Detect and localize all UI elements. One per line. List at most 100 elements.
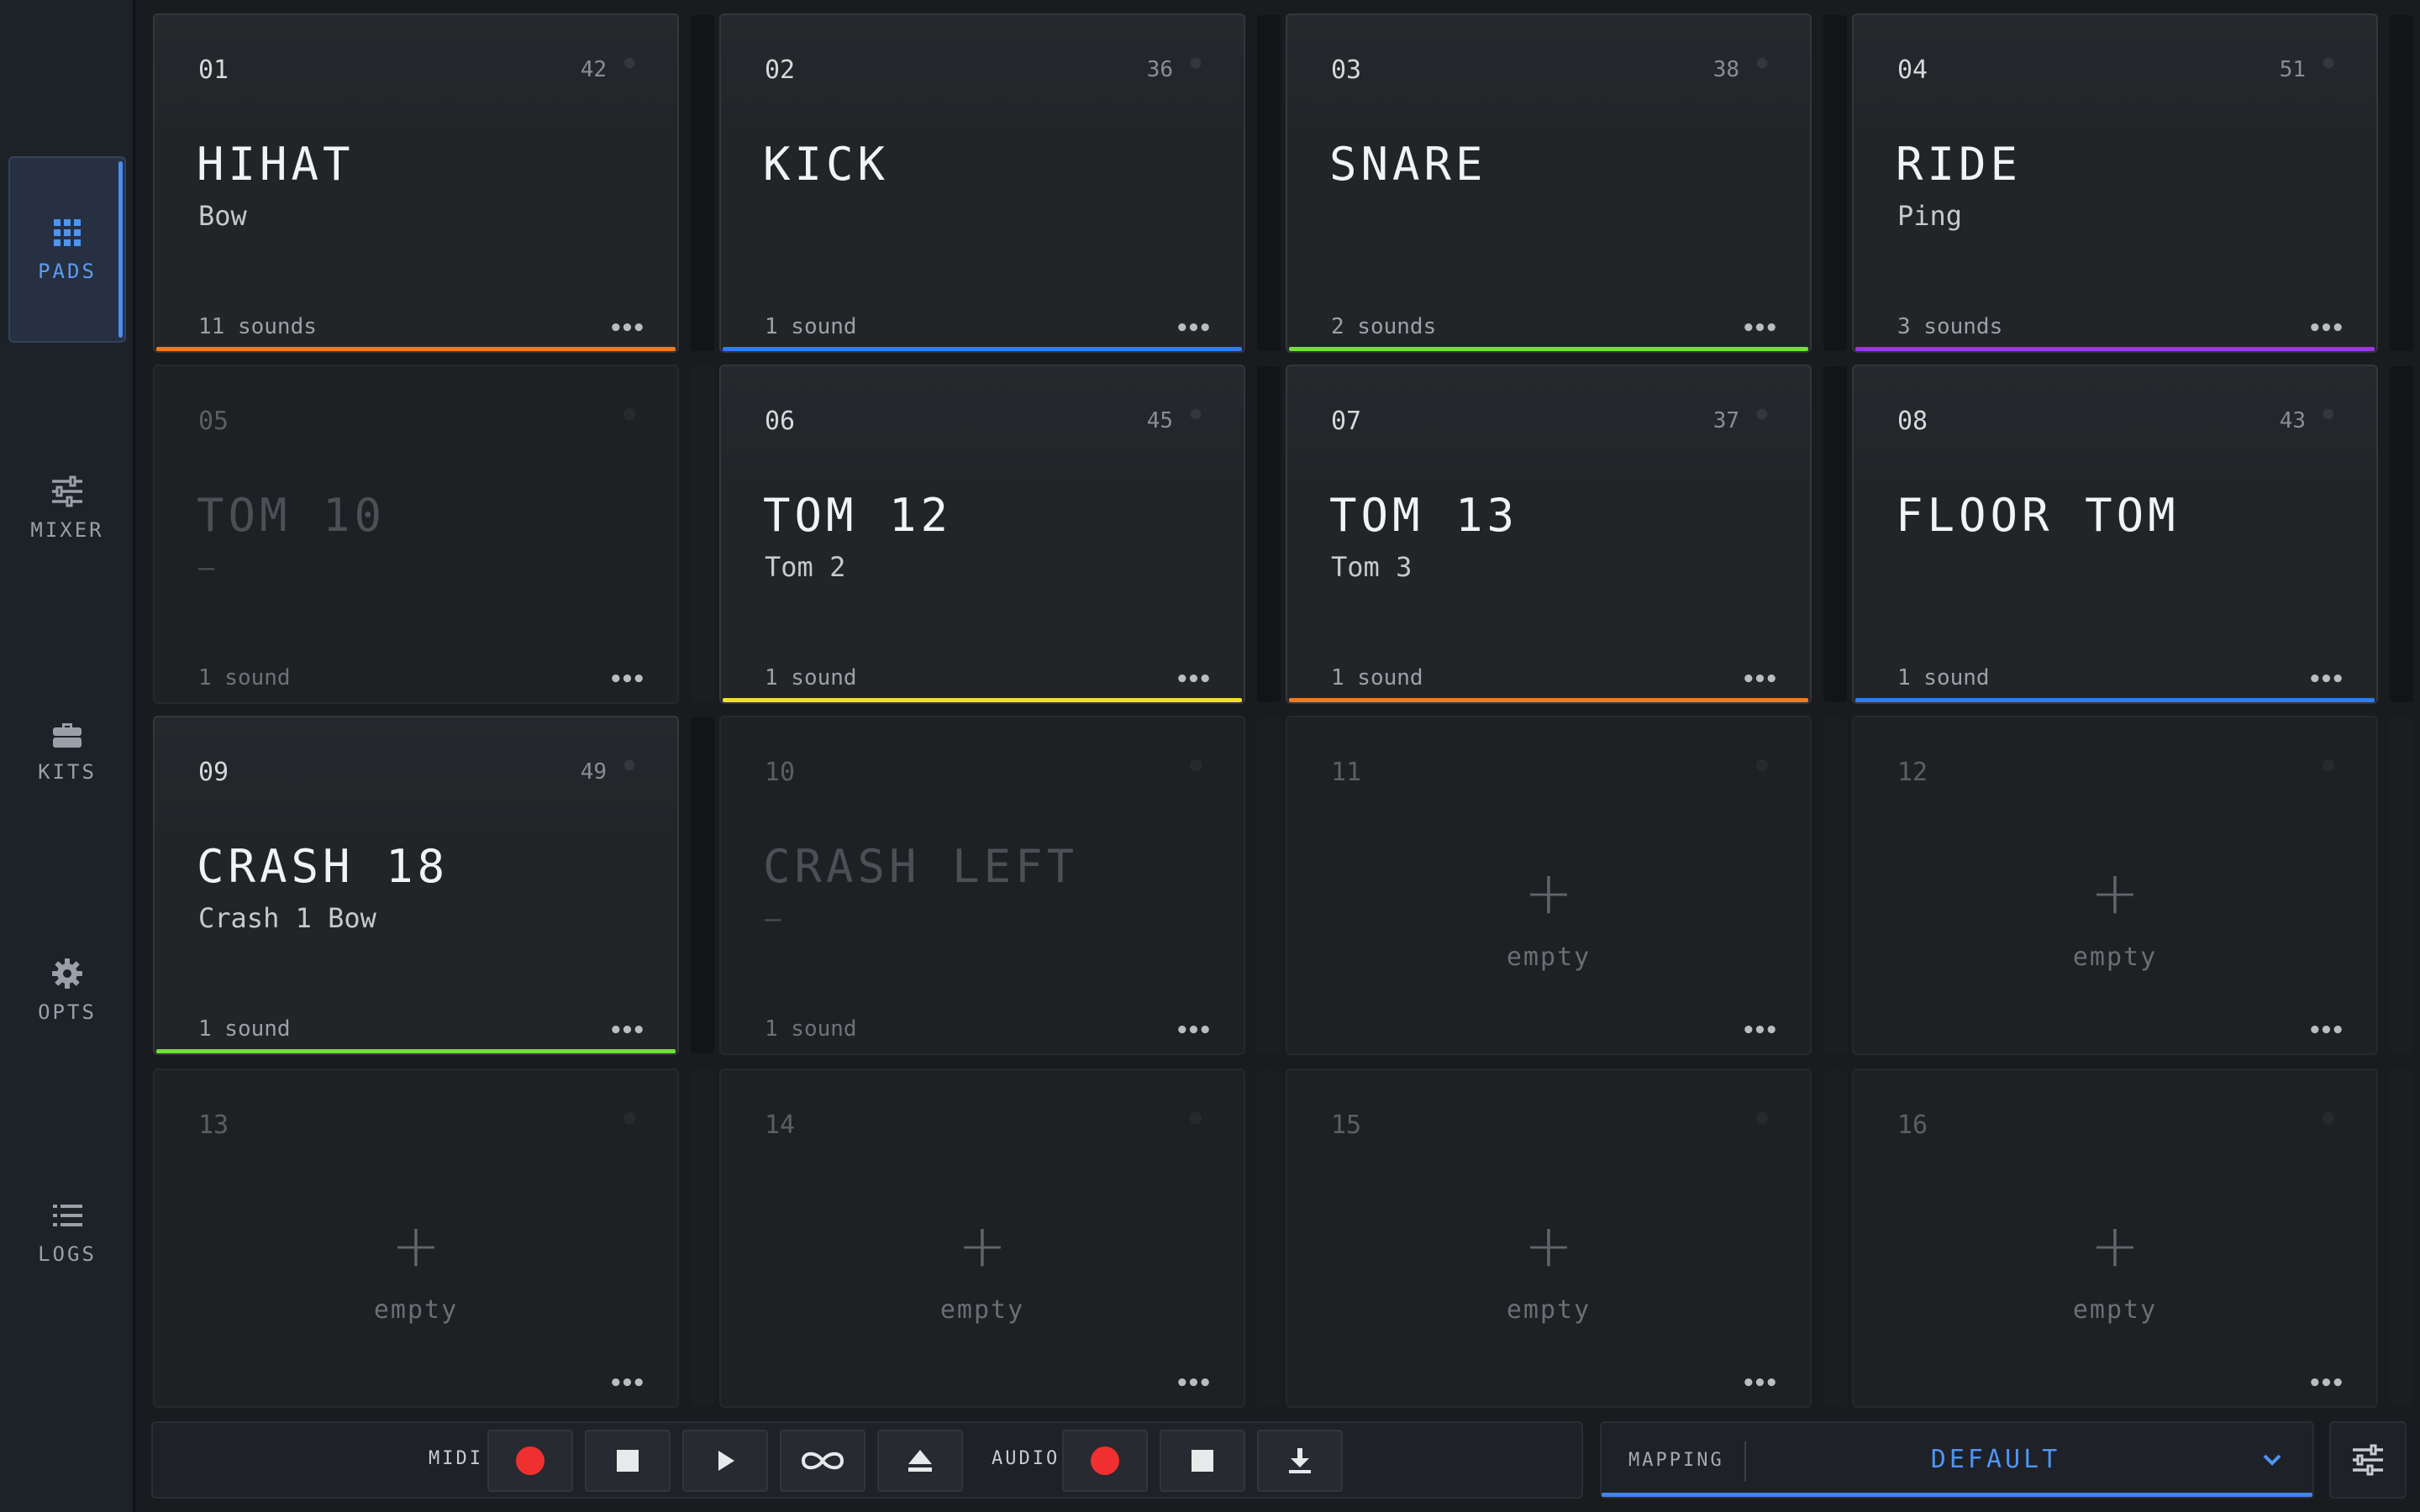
pad-09[interactable]: 09 49 CRASH 18 Crash 1 Bow 1 sound ••• — [153, 716, 679, 1055]
pad-number: 09 — [198, 758, 229, 787]
pad-level-strip — [1823, 15, 1847, 351]
audio-download-button[interactable] — [1257, 1430, 1343, 1492]
pad-color-bar — [156, 347, 676, 351]
pad-number: 07 — [1331, 407, 1362, 436]
pad-level-strip — [1823, 1070, 1847, 1406]
pad-empty-label: empty — [1506, 942, 1591, 972]
pad-more-button[interactable]: ••• — [2308, 1371, 2344, 1396]
pad-05[interactable]: 05 TOM 10 – 1 sound ••• — [153, 365, 679, 704]
pad-note-number: 37 — [1712, 408, 1739, 433]
audio-record-button[interactable] — [1062, 1430, 1148, 1492]
mapping-underline — [1602, 1493, 2312, 1497]
pad-note-number: 43 — [2279, 408, 2306, 433]
pad-level-strip — [1257, 717, 1281, 1053]
gear-icon — [52, 958, 82, 989]
pad-02[interactable]: 02 36 KICK 1 sound ••• — [719, 13, 1245, 353]
pad-more-button[interactable]: ••• — [609, 1371, 645, 1396]
pad-10[interactable]: 10 CRASH LEFT – 1 sound ••• — [719, 716, 1245, 1055]
pad-more-button[interactable]: ••• — [1742, 1018, 1778, 1043]
pad-15[interactable]: 15 + empty ••• — [1286, 1068, 1812, 1408]
pad-more-button[interactable]: ••• — [2308, 667, 2344, 692]
add-sound-icon: + — [2090, 1211, 2140, 1280]
pad-number: 12 — [1897, 758, 1928, 787]
pad-activity-led — [2323, 1112, 2334, 1124]
stop-icon — [1192, 1450, 1213, 1472]
pad-level-strip — [1257, 15, 1281, 351]
nav-mixer[interactable]: MIXER — [8, 415, 126, 601]
nav-pads[interactable]: PADS — [8, 156, 126, 343]
nav-opts-label: OPTS — [38, 1000, 97, 1024]
pad-more-button[interactable]: ••• — [1742, 316, 1778, 341]
pad-note-number: 42 — [580, 57, 607, 82]
pad-07[interactable]: 07 37 TOM 13 Tom 3 1 sound ••• — [1286, 365, 1812, 704]
settings-button[interactable] — [2329, 1421, 2407, 1499]
pad-more-button[interactable]: ••• — [609, 316, 645, 341]
audio-stop-button[interactable] — [1160, 1430, 1245, 1492]
pad-activity-led — [1190, 759, 1202, 771]
pad-11[interactable]: 11 + empty ••• — [1286, 716, 1812, 1055]
pad-activity-led — [2323, 759, 2334, 771]
pad-more-button[interactable]: ••• — [2308, 316, 2344, 341]
pad-16[interactable]: 16 + empty ••• — [1852, 1068, 2378, 1408]
pad-06[interactable]: 06 45 TOM 12 Tom 2 1 sound ••• — [719, 365, 1245, 704]
audio-label: AUDIO — [992, 1448, 1060, 1469]
pad-sound-count: 1 sound — [1331, 665, 1423, 690]
pad-level-strip — [1257, 366, 1281, 702]
nav-pads-label: PADS — [38, 260, 97, 283]
add-sound-icon: + — [1523, 1211, 1574, 1280]
pad-more-button[interactable]: ••• — [1176, 667, 1212, 692]
pad-14[interactable]: 14 + empty ••• — [719, 1068, 1245, 1408]
pad-name: CRASH LEFT — [763, 840, 1079, 893]
nav-logs[interactable]: LOGS — [8, 1139, 126, 1326]
mapping-select[interactable]: MAPPING DEFAULT — [1600, 1421, 2314, 1499]
midi-play-button[interactable] — [682, 1430, 768, 1492]
pad-name: FLOOR TOM — [1896, 489, 2180, 542]
pad-more-button[interactable]: ••• — [1742, 667, 1778, 692]
nav-kits[interactable]: KITS — [8, 657, 126, 843]
pad-empty-label: empty — [373, 1295, 459, 1325]
pad-name: SNARE — [1329, 138, 1487, 191]
pad-level-strip — [691, 717, 714, 1053]
pad-more-button[interactable]: ••• — [2308, 1018, 2344, 1043]
pad-number: 16 — [1897, 1110, 1928, 1140]
midi-stop-button[interactable] — [585, 1430, 671, 1492]
pad-sound-count: 1 sound — [198, 1016, 291, 1042]
sliders-icon — [52, 475, 82, 507]
pad-color-bar — [723, 698, 1242, 702]
pad-color-bar — [156, 1049, 676, 1053]
transport-bar: MIDI AUDIO — [151, 1421, 1583, 1499]
record-icon — [516, 1446, 544, 1475]
pad-note-number: 49 — [580, 759, 607, 785]
record-icon — [1091, 1446, 1119, 1475]
pad-more-button[interactable]: ••• — [609, 1018, 645, 1043]
pad-08[interactable]: 08 43 FLOOR TOM 1 sound ••• — [1852, 365, 2378, 704]
pad-13[interactable]: 13 + empty ••• — [153, 1068, 679, 1408]
pad-color-bar — [1289, 347, 1808, 351]
midi-eject-button[interactable] — [877, 1430, 963, 1492]
pad-name: HIHAT — [197, 138, 355, 191]
pad-note-number: 45 — [1146, 408, 1173, 433]
pad-sample-name: Tom 2 — [765, 551, 846, 583]
pad-more-button[interactable]: ••• — [609, 667, 645, 692]
pad-activity-led — [1756, 57, 1768, 69]
pad-empty-label: empty — [939, 1295, 1025, 1325]
pad-number: 13 — [198, 1110, 229, 1140]
pad-sound-count: 3 sounds — [1897, 314, 2003, 339]
pad-number: 05 — [198, 407, 229, 436]
pad-more-button[interactable]: ••• — [1176, 1371, 1212, 1396]
midi-loop-button[interactable] — [780, 1430, 865, 1492]
add-sound-icon: + — [957, 1211, 1007, 1280]
sidebar: PADS MIXER KITS — [0, 0, 136, 1512]
pad-sample-name: Ping — [1897, 200, 1963, 232]
pad-more-button[interactable]: ••• — [1176, 1018, 1212, 1043]
pad-12[interactable]: 12 + empty ••• — [1852, 716, 2378, 1055]
pad-01[interactable]: 01 42 HIHAT Bow 11 sounds ••• — [153, 13, 679, 353]
download-icon — [1289, 1448, 1311, 1473]
pad-color-bar — [1855, 347, 2375, 351]
pad-03[interactable]: 03 38 SNARE 2 sounds ••• — [1286, 13, 1812, 353]
midi-record-button[interactable] — [487, 1430, 573, 1492]
nav-opts[interactable]: OPTS — [8, 897, 126, 1084]
pad-more-button[interactable]: ••• — [1742, 1371, 1778, 1396]
pad-more-button[interactable]: ••• — [1176, 316, 1212, 341]
pad-04[interactable]: 04 51 RIDE Ping 3 sounds ••• — [1852, 13, 2378, 353]
